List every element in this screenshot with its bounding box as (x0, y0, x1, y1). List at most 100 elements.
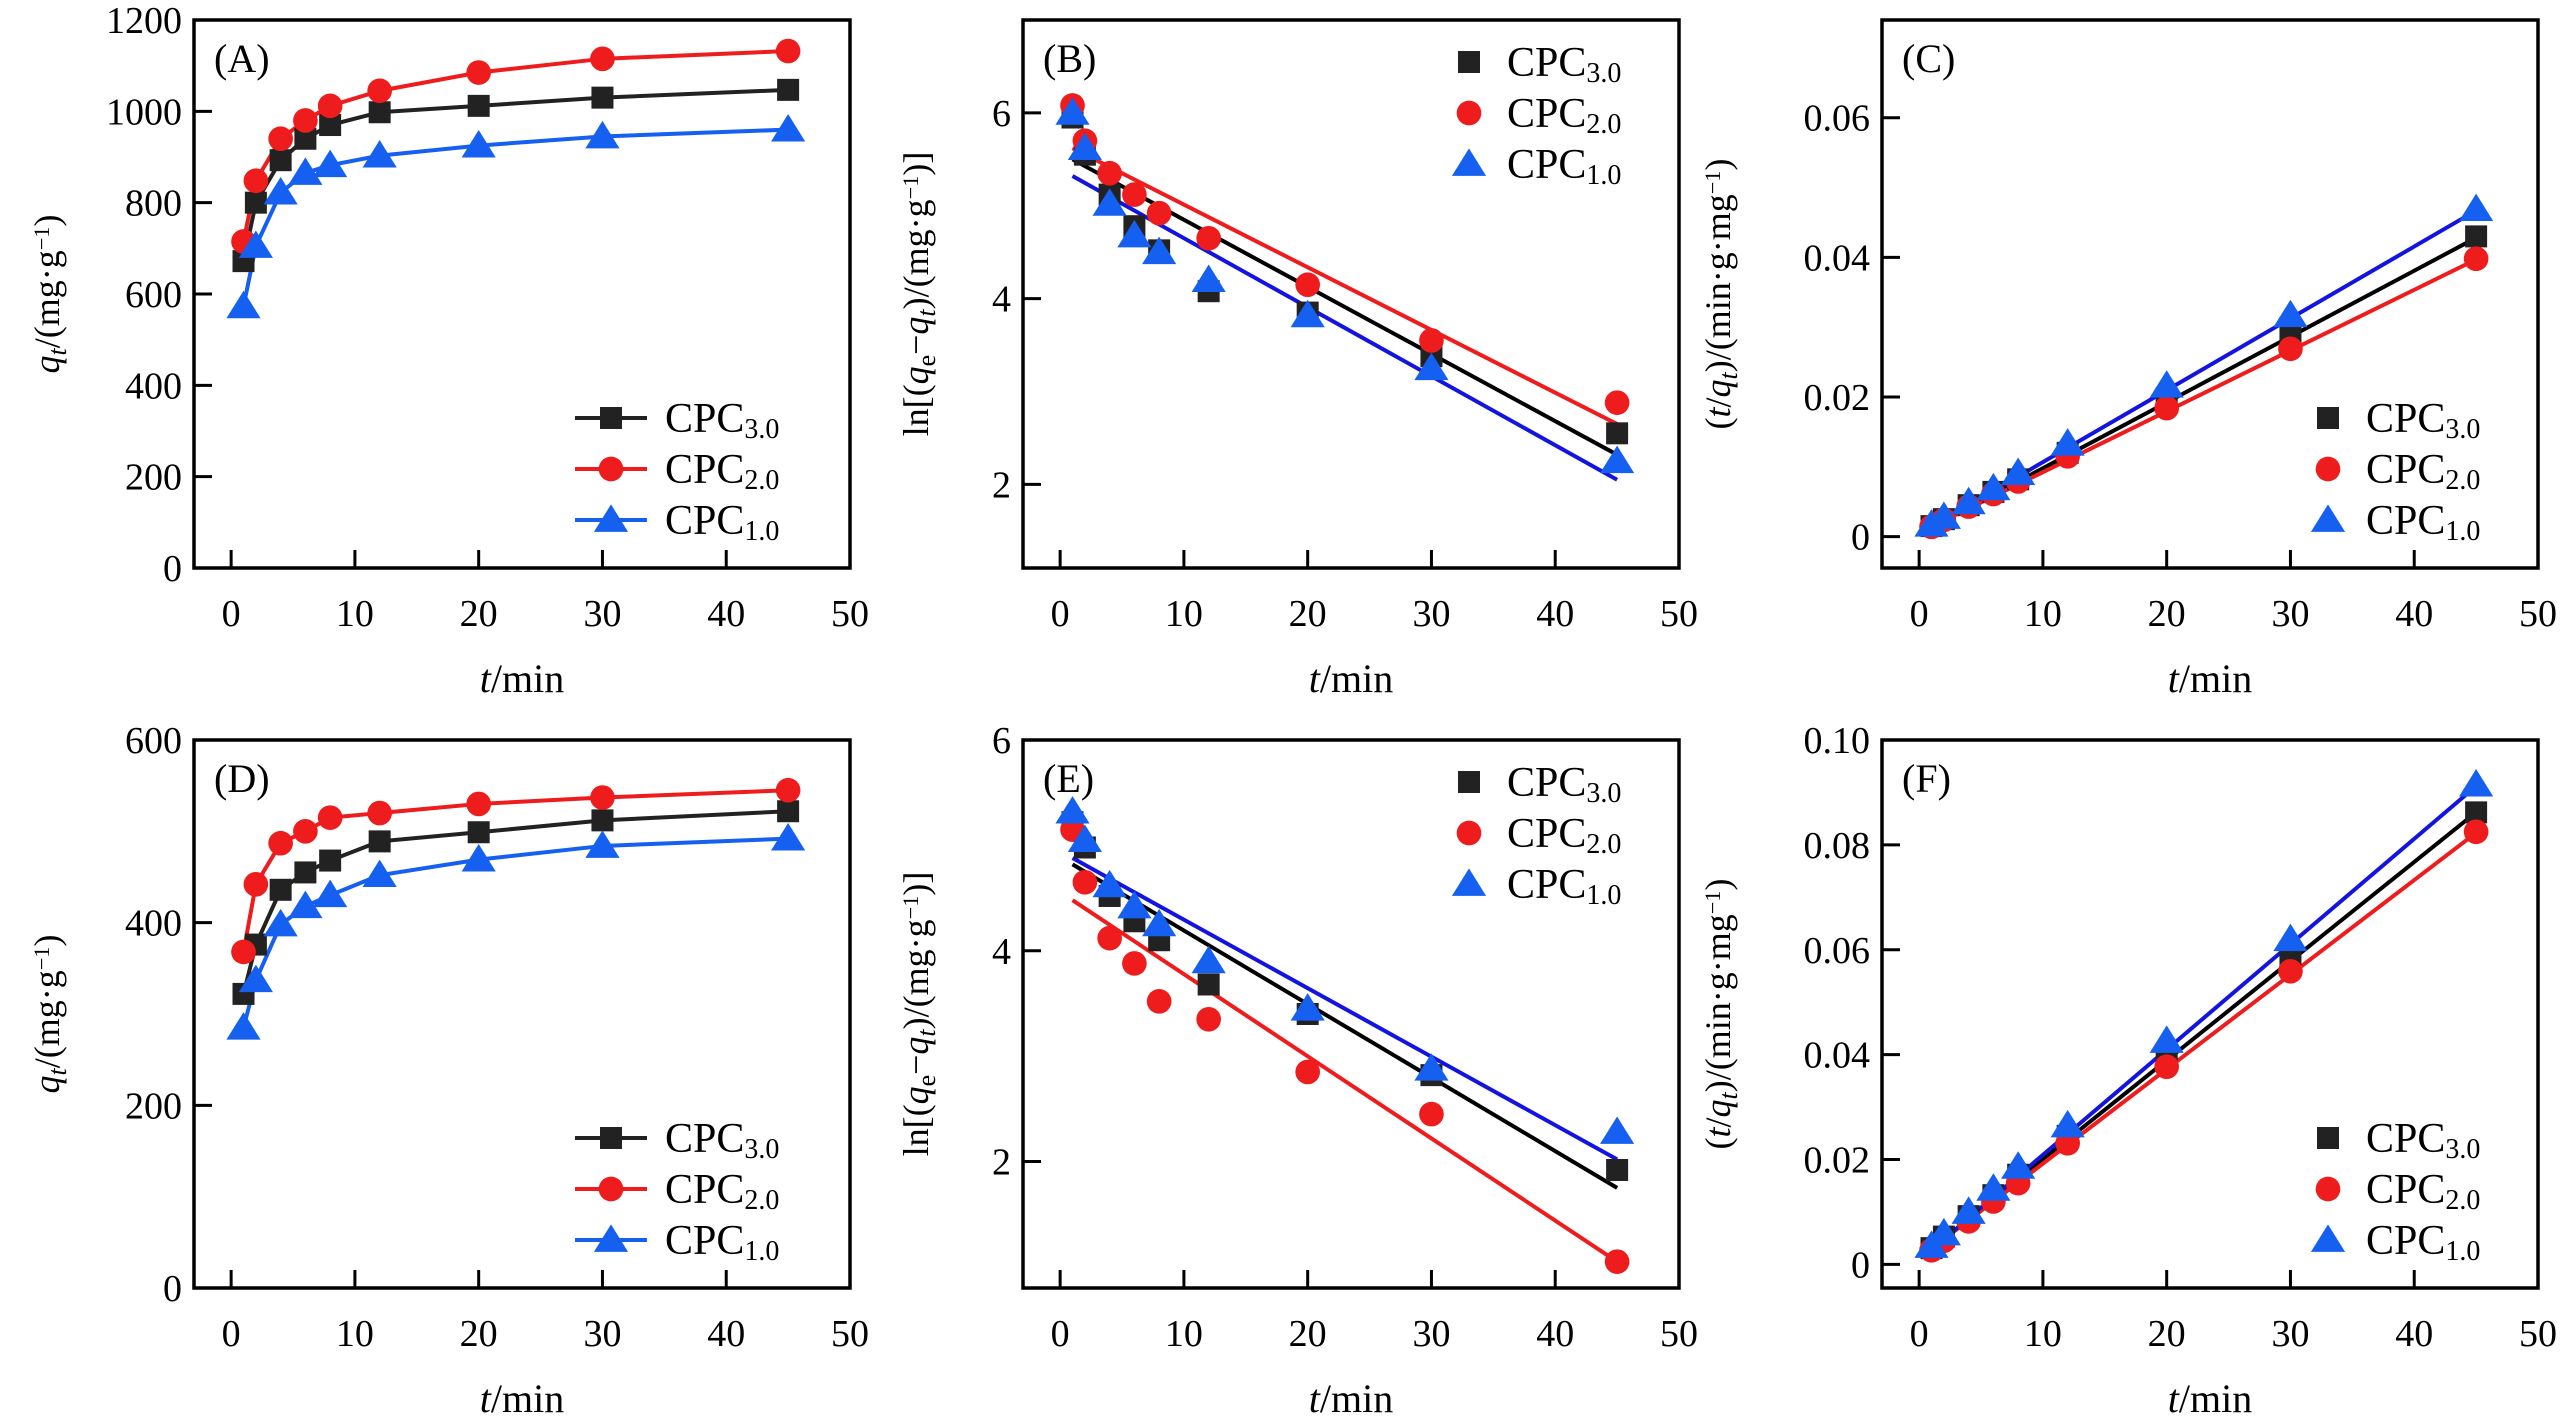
panel-a: 0 10 20 30 40 50 t/min 0 200 400 600 800 1000 1200 qt/… (27, 0, 869, 701)
x-tick-label: 50 (831, 1313, 869, 1355)
data-point-2-0 (243, 871, 269, 897)
x-axis-label: t/min (1309, 656, 1393, 701)
legend-marker (2317, 407, 2339, 429)
x-tick-label: 50 (2519, 1313, 2557, 1355)
y-tick-label: 4 (992, 931, 1011, 973)
data-point-2-0 (775, 38, 801, 64)
data-point-2-0 (1097, 925, 1122, 951)
data-point-3-0 (269, 149, 292, 172)
legend-item: CPC1.0 (575, 1218, 779, 1267)
panel-f: 0 10 20 30 40 50 t/min 0 0.02 0.04 0.06 0.08 0.10 (t/… (1698, 720, 2557, 1417)
plot-frame (1880, 738, 2540, 1290)
legend-item: CPC2.0 (575, 447, 779, 496)
data-point-2-0 (367, 78, 392, 104)
data-point-2-0 (1196, 225, 1221, 251)
y-tick-label: 600 (125, 274, 182, 316)
legend-marker (2310, 1224, 2346, 1252)
data-point-1-0 (2001, 1151, 2036, 1179)
y-tick-label: 400 (125, 365, 182, 407)
data-point-1-0 (2459, 193, 2494, 222)
data-point-1-0 (1067, 824, 1102, 852)
data-point-1-0 (1191, 945, 1226, 974)
x-tick-label: 10 (336, 1313, 374, 1355)
data-point-1-0 (226, 290, 261, 319)
data-point-1-0 (362, 859, 397, 888)
fit-line-2-0 (1071, 146, 1619, 426)
x-axis-label: t/min (480, 656, 564, 701)
legend-label: CPC2.0 (2366, 447, 2480, 496)
panel-c: 0 10 20 30 40 50 t/min 0 0.02 0.04 0.06 (t/qt)/(min… (1698, 18, 2557, 701)
data-point-1-0 (1067, 132, 1102, 161)
legend-marker (598, 1176, 624, 1202)
data-point-2-0 (2154, 395, 2179, 421)
legend-label: CPC1.0 (1507, 142, 1621, 191)
legend-item: CPC3.0 (575, 1116, 779, 1165)
data-point-2-0 (1146, 989, 1172, 1014)
data-point-2-0 (317, 93, 343, 119)
data-point-1-0 (288, 890, 323, 919)
plot-area (1055, 796, 1635, 1274)
y-axis-label: ln[(qe−qt)/(mg·g−1)] (896, 872, 941, 1157)
legend-item: CPC1.0 (2310, 1218, 2480, 1267)
x-tick-label: 20 (460, 1313, 498, 1355)
legend-marker (1456, 100, 1482, 126)
legend-item: CPC1.0 (575, 498, 779, 547)
data-point-2-0 (367, 800, 392, 826)
x-axis-label: t/min (1309, 1376, 1393, 1417)
data-point-1-0 (238, 230, 273, 258)
data-point-1-0 (1976, 1173, 2011, 1201)
x-tick-label: 30 (2271, 1313, 2309, 1355)
legend-marker (593, 504, 629, 532)
data-point-3-0 (244, 191, 267, 214)
data-point-1-0 (2149, 370, 2184, 398)
data-point-2-0 (2154, 1054, 2179, 1080)
data-point-3-0 (319, 114, 342, 137)
y-axis-label: (t/qt)/(min·g·mg−1) (1698, 159, 1743, 430)
legend-item: CPC3.0 (575, 396, 779, 445)
data-point-3-0 (467, 94, 490, 117)
x-tick-label: 50 (831, 593, 869, 635)
data-point-1-0 (1926, 1217, 1961, 1246)
data-point-1-0 (2273, 299, 2308, 328)
data-point-1-0 (1951, 1196, 1986, 1224)
data-point-2-0 (243, 168, 269, 194)
data-point-1-0 (2459, 768, 2494, 797)
data-point-1-0 (313, 149, 348, 178)
y-tick-label: 2 (992, 464, 1011, 506)
plot-area (1914, 193, 2494, 540)
data-point-2-0 (1295, 272, 1320, 298)
x-tick-label: 0 (1051, 1313, 1070, 1355)
x-tick-label: 20 (2148, 593, 2186, 635)
y-tick-label: 0.10 (1804, 720, 1871, 762)
data-point-1-0 (771, 114, 806, 142)
data-point-2-0 (2278, 336, 2303, 362)
data-point-1-0 (2050, 1109, 2085, 1138)
y-axis-label: qt/(mg·g−1) (27, 935, 72, 1094)
plot-area (1914, 768, 2494, 1263)
legend-item: CPC3.0 (1458, 760, 1621, 809)
fit-line-1-0 (1071, 856, 1619, 1162)
y-tick-label: 0.06 (1804, 98, 1871, 140)
legend-marker (598, 456, 624, 482)
x-tick-label: 0 (1910, 593, 1929, 635)
legend-marker (1451, 868, 1487, 896)
data-point-1-0 (2149, 1025, 2184, 1053)
plot-frame (192, 738, 852, 1290)
y-tick-label: 0 (163, 1268, 182, 1310)
data-point-1-0 (1055, 796, 1090, 824)
legend-label: CPC3.0 (1507, 40, 1621, 89)
data-point-2-0 (775, 777, 801, 803)
x-tick-label: 40 (1536, 1313, 1574, 1355)
x-tick-label: 30 (583, 1313, 621, 1355)
data-point-3-0 (777, 78, 800, 101)
data-point-2-0 (1072, 869, 1098, 895)
y-tick-label: 0.04 (1804, 237, 1871, 279)
legend-label: CPC3.0 (2366, 1116, 2480, 1165)
plot-area (226, 38, 806, 319)
x-tick-label: 30 (1412, 593, 1450, 635)
data-point-2-0 (1419, 328, 1444, 353)
y-axis-label: (t/qt)/(min·g·mg−1) (1698, 879, 1743, 1150)
